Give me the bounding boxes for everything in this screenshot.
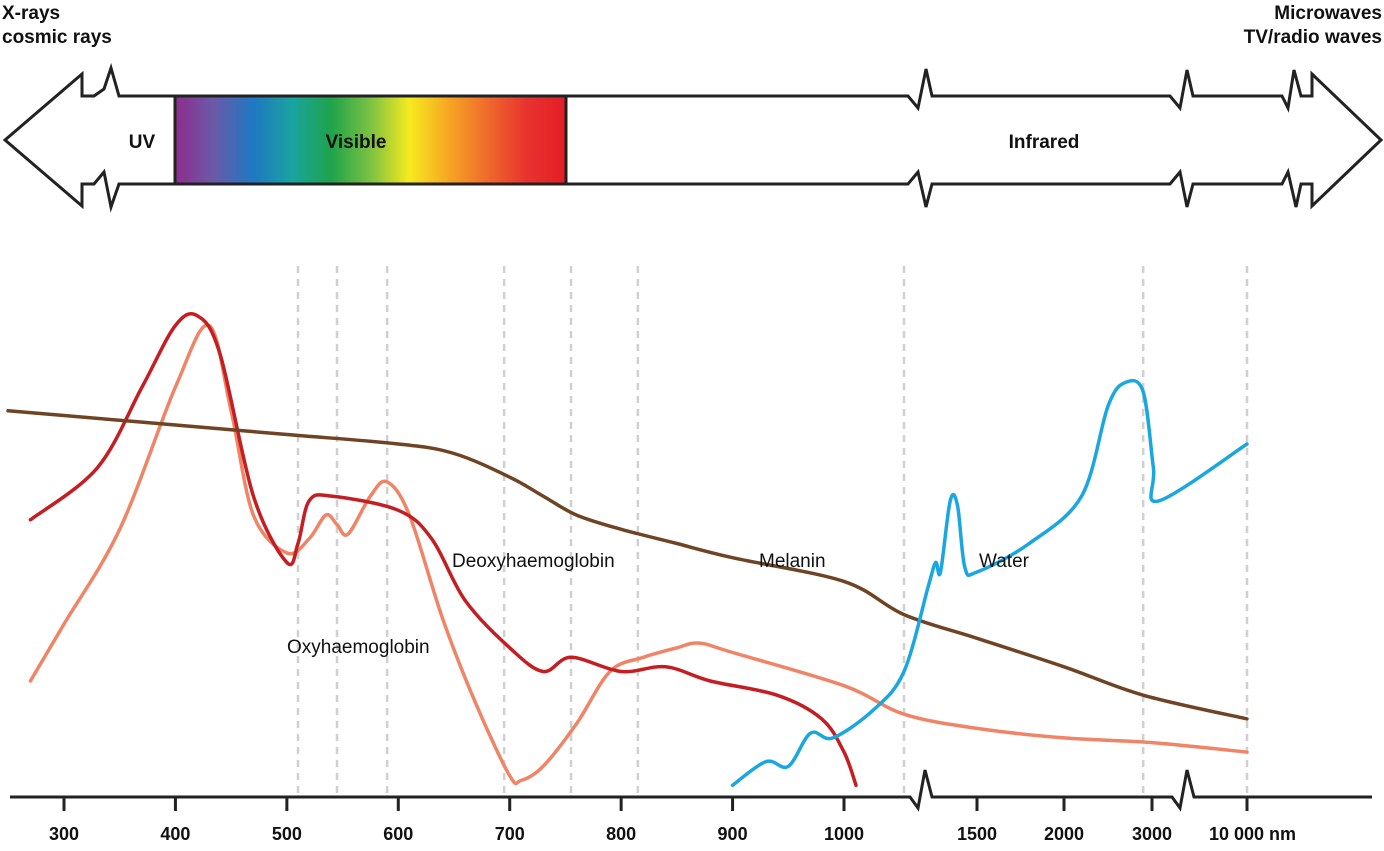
series-lines — [6, 312, 1249, 788]
visible-band — [175, 96, 566, 184]
x-tick-label-800: 800 — [606, 824, 636, 844]
right-end-label-1: Microwaves — [1274, 3, 1382, 24]
annotation-deoxyhaemoglobin: Deoxyhaemoglobin — [452, 551, 615, 572]
annotation-water: Water — [979, 551, 1030, 572]
spectrum-bar: UV Visible Infrared X-rays cosmic rays M… — [2, 3, 1384, 213]
x-tick-label-700: 700 — [495, 824, 525, 844]
region-label-uv: UV — [129, 132, 156, 153]
annotation-oxyhaemoglobin: Oxyhaemoglobin — [287, 637, 430, 658]
x-axis: 300 400 500 600 700 800 900 1000 1500 2000 3000 10 … — [10, 769, 1372, 844]
x-tick-label-1000: 1000 — [824, 824, 864, 844]
region-label-visible: Visible — [326, 132, 387, 153]
annotation-melanin: Melanin — [759, 551, 826, 572]
gridlines — [296, 266, 1249, 793]
x-tick-label-300: 300 — [49, 824, 79, 844]
x-axis-line — [10, 769, 1372, 812]
x-tick-label-10000: 10 000 nm — [1209, 824, 1296, 844]
x-tick-label-900: 900 — [718, 824, 748, 844]
series-annotations: Oxyhaemoglobin Deoxyhaemoglobin Melanin … — [287, 551, 1030, 658]
x-tick-label-400: 400 — [160, 824, 190, 844]
x-tick-label-500: 500 — [272, 824, 302, 844]
series-line-melanin — [6, 409, 1249, 721]
right-end-label-2: TV/radio waves — [1244, 27, 1382, 48]
left-end-label-1: X-rays — [2, 3, 60, 24]
x-tick-label-1500: 1500 — [957, 824, 997, 844]
region-label-infrared: Infrared — [1009, 132, 1080, 153]
x-tick-label-600: 600 — [383, 824, 413, 844]
series-line-water — [730, 378, 1249, 788]
spectrum-arrow-outline — [2, 62, 1384, 213]
series-line-deoxyhaemoglobin — [28, 312, 858, 788]
left-end-label-2: cosmic rays — [2, 27, 112, 48]
x-tick-label-2000: 2000 — [1044, 824, 1084, 844]
x-tick-label-3000: 3000 — [1132, 824, 1172, 844]
